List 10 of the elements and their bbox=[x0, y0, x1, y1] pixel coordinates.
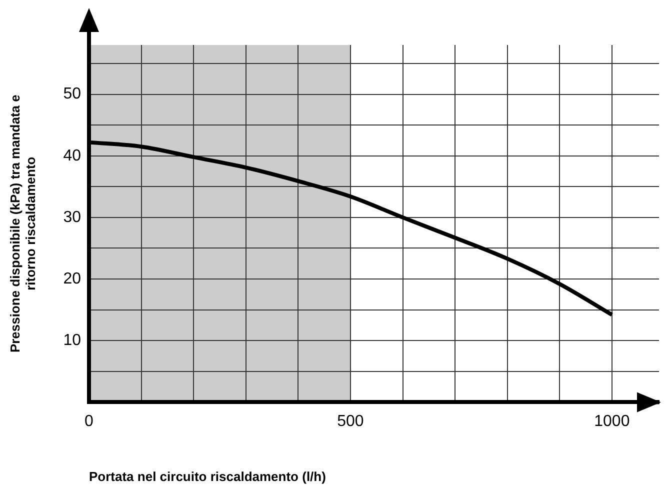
x-axis-title: Portata nel circuito riscaldamento (l/h) bbox=[88, 468, 326, 484]
y-tick-label: 40 bbox=[63, 147, 82, 164]
y-tick-label: 20 bbox=[63, 270, 82, 288]
y-tick-label: 50 bbox=[63, 86, 82, 103]
y-tick-label: 30 bbox=[63, 208, 82, 226]
x-tick-label: 0 bbox=[84, 413, 94, 430]
x-tick-label: 1000 bbox=[594, 413, 630, 430]
y-tick-label: 10 bbox=[63, 332, 82, 350]
x-tick-label: 500 bbox=[337, 413, 364, 430]
y-axis-title: Pressione disponibile (kPa) tra mandata e ritorno riscaldamento bbox=[7, 94, 38, 353]
